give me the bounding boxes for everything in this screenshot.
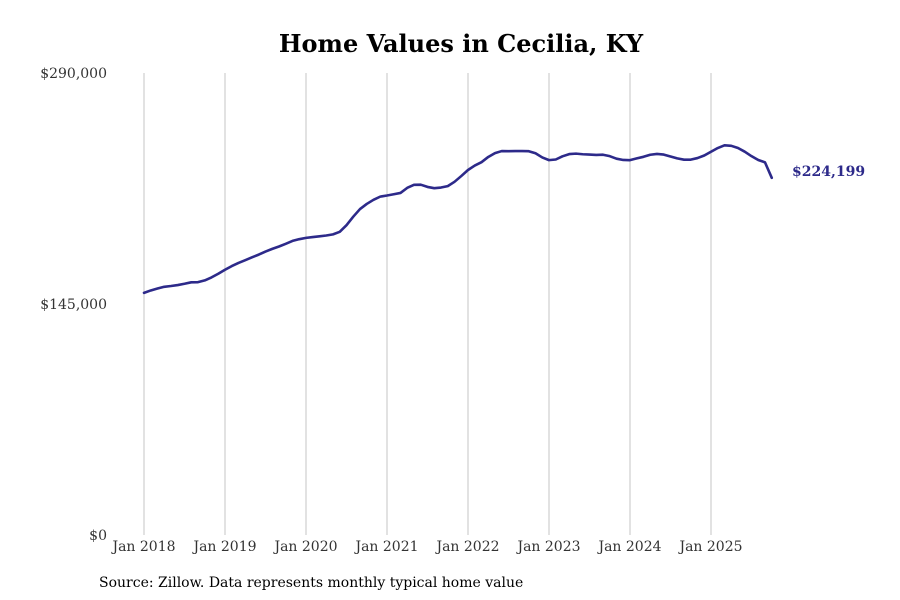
x-tick-label: Jan 2018	[110, 539, 175, 555]
home-value-line	[142, 144, 774, 295]
x-tick-label: Jan 2021	[353, 539, 418, 555]
y-tick-label: $290,000	[40, 66, 107, 82]
x-gridlines	[143, 73, 712, 535]
x-tick-label: Jan 2022	[434, 539, 499, 555]
chart-title: Home Values in Cecilia, KY	[279, 29, 644, 58]
y-tick-label: $0	[89, 528, 107, 544]
x-axis-ticks: Jan 2018 Jan 2019 Jan 2020 Jan 2021 Jan 2022…	[110, 539, 742, 555]
last-value-label: $224,199	[792, 164, 865, 180]
y-tick-label: $145,000	[40, 297, 107, 313]
y-axis-ticks: $0 $145,000 $290,000	[40, 66, 107, 544]
x-tick-label: Jan 2025	[677, 539, 742, 555]
x-tick-label: Jan 2024	[596, 539, 661, 555]
source-note: Source: Zillow. Data represents monthly …	[99, 575, 523, 591]
x-tick-label: Jan 2020	[272, 539, 337, 555]
x-tick-label: Jan 2019	[191, 539, 256, 555]
x-tick-label: Jan 2023	[515, 539, 580, 555]
